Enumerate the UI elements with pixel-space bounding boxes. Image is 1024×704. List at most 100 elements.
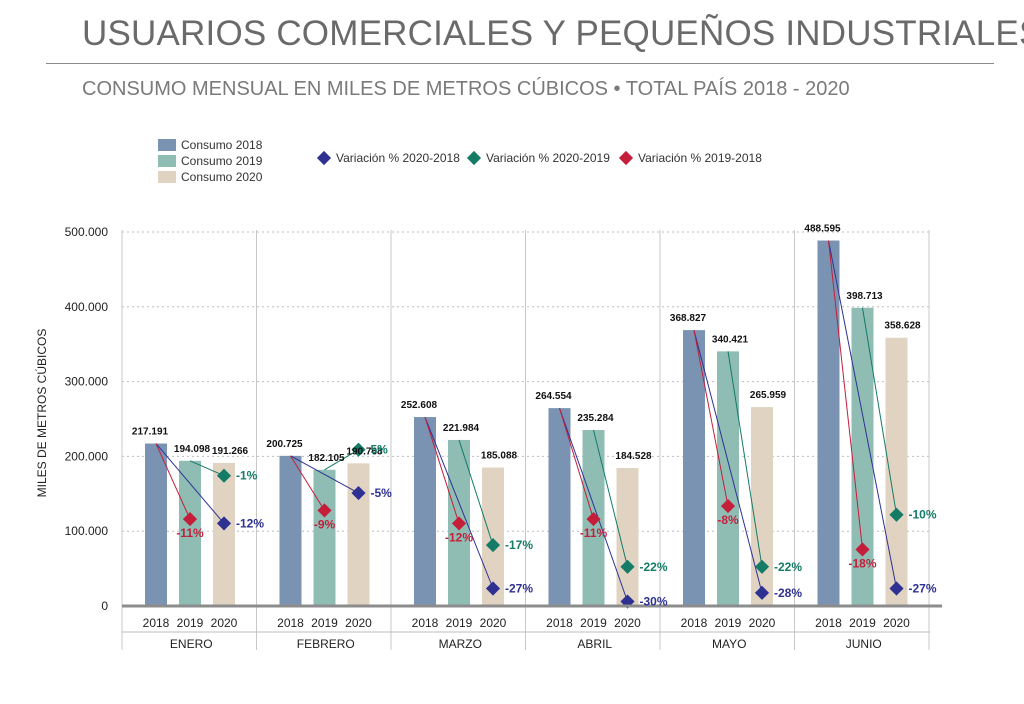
variation-label: -10% bbox=[909, 508, 937, 522]
variation-marker bbox=[720, 498, 736, 514]
bar bbox=[885, 337, 908, 606]
month-label: FEBRERO bbox=[297, 637, 355, 651]
bar bbox=[851, 307, 874, 606]
legend: Consumo 2018 Consumo 2019 Consumo 2020 Vari… bbox=[158, 138, 762, 184]
year-tick-label: 2020 bbox=[883, 616, 910, 630]
bar-value-label: 358.628 bbox=[884, 321, 921, 332]
y-tick-label: 100.000 bbox=[65, 524, 109, 538]
variation-label: -12% bbox=[445, 530, 473, 544]
variation-marker bbox=[754, 585, 770, 600]
variation-label: -9% bbox=[314, 517, 336, 531]
bar-value-label: 191.266 bbox=[212, 446, 249, 457]
variation-label: -22% bbox=[774, 560, 802, 574]
year-tick-label: 2019 bbox=[177, 616, 204, 630]
year-tick-label: 2018 bbox=[815, 616, 842, 630]
variation-line bbox=[727, 351, 763, 567]
variation-line bbox=[424, 416, 460, 524]
variation-label: -5% bbox=[371, 486, 393, 500]
variation-label: -27% bbox=[909, 581, 937, 595]
variation-line bbox=[828, 240, 863, 550]
year-tick-label: 2018 bbox=[143, 616, 170, 630]
bar-value-label: 398.713 bbox=[846, 291, 883, 302]
variation-line bbox=[189, 460, 225, 477]
bar bbox=[347, 463, 370, 606]
variation-label: -18% bbox=[848, 556, 876, 570]
variation-marker bbox=[351, 485, 366, 501]
year-tick-label: 2020 bbox=[345, 616, 372, 630]
variation-line bbox=[559, 407, 628, 602]
month-label: ENERO bbox=[170, 637, 213, 651]
legend-label: Variación % 2020-2019 bbox=[486, 151, 610, 165]
bar bbox=[817, 240, 840, 606]
y-axis-title: MILES DE METROS CÚBICOS bbox=[34, 329, 49, 498]
bar bbox=[616, 467, 639, 606]
variation-line bbox=[290, 455, 325, 511]
bar-value-label: 184.528 bbox=[615, 451, 652, 462]
bar-value-label: 252.608 bbox=[401, 400, 438, 411]
bar bbox=[213, 462, 235, 606]
variation-marker bbox=[855, 542, 870, 557]
title-divider bbox=[46, 63, 994, 64]
variation-marker bbox=[889, 581, 904, 596]
bar-value-label: 194.098 bbox=[174, 444, 211, 455]
month-label: JUNIO bbox=[846, 637, 882, 651]
variation-label: -17% bbox=[505, 538, 533, 552]
y-tick-label: 400.000 bbox=[65, 300, 109, 314]
month-label: ABRIL bbox=[577, 637, 612, 651]
month-separators bbox=[121, 230, 930, 650]
variation-marker bbox=[351, 442, 366, 457]
labels: 217.1912018194.0982019191.2662020ENERO20… bbox=[132, 224, 937, 651]
variation-label: -27% bbox=[505, 581, 533, 595]
year-tick-label: 2019 bbox=[715, 616, 742, 630]
variation-line bbox=[155, 443, 225, 524]
variation-line bbox=[828, 240, 897, 589]
year-tick-label: 2018 bbox=[681, 616, 708, 630]
legend-marker bbox=[618, 150, 634, 166]
variation-line bbox=[458, 439, 494, 546]
bar bbox=[279, 455, 302, 606]
year-tick-label: 2019 bbox=[580, 616, 607, 630]
variation-line bbox=[693, 329, 763, 593]
year-tick-label: 2020 bbox=[614, 616, 641, 630]
legend-marker bbox=[316, 150, 332, 166]
variation-line bbox=[324, 449, 359, 471]
axes: 0 100.000 200.000 300.000 400.000 500.000 MILE… bbox=[34, 225, 942, 633]
bar-value-label: 368.827 bbox=[670, 313, 707, 324]
chart-subtitle: CONSUMO MENSUAL EN MILES DE METROS CÚBIC… bbox=[82, 78, 850, 100]
variation-marker bbox=[317, 503, 332, 518]
legend-label: Variación % 2020-2018 bbox=[336, 151, 460, 165]
year-tick-label: 2018 bbox=[412, 616, 439, 630]
variation-label: -11% bbox=[176, 526, 204, 540]
variation-label: -30% bbox=[640, 595, 668, 609]
month-label: MARZO bbox=[439, 637, 482, 651]
y-tick-label: 300.000 bbox=[65, 375, 109, 389]
variation-marker bbox=[586, 512, 601, 527]
legend-label: Consumo 2020 bbox=[181, 170, 263, 184]
bar-value-label: 217.191 bbox=[132, 427, 169, 438]
year-tick-label: 2018 bbox=[277, 616, 304, 630]
variation-label: -11% bbox=[580, 526, 608, 540]
variation-line bbox=[155, 443, 191, 520]
bar bbox=[145, 443, 167, 606]
legend-swatch bbox=[158, 155, 176, 167]
variation-line bbox=[424, 416, 494, 589]
variation-line bbox=[593, 429, 628, 567]
variation-marker bbox=[485, 538, 501, 553]
bar bbox=[313, 469, 336, 606]
bar bbox=[414, 417, 436, 606]
year-tick-label: 2018 bbox=[546, 616, 573, 630]
year-tick-label: 2019 bbox=[849, 616, 876, 630]
legend-label: Consumo 2019 bbox=[181, 154, 263, 168]
variation-line bbox=[862, 307, 897, 515]
bar-value-label: 235.284 bbox=[577, 413, 614, 424]
variation-line bbox=[290, 455, 359, 494]
bar-value-label: 190.768 bbox=[346, 446, 383, 457]
bar bbox=[179, 460, 201, 606]
bar bbox=[482, 467, 504, 606]
variation-marker bbox=[182, 512, 198, 527]
variation-label: -12% bbox=[236, 516, 264, 530]
variation-line bbox=[693, 330, 729, 507]
bar bbox=[683, 330, 705, 606]
variation-label: -1% bbox=[236, 469, 258, 483]
variation-marker bbox=[754, 559, 770, 574]
